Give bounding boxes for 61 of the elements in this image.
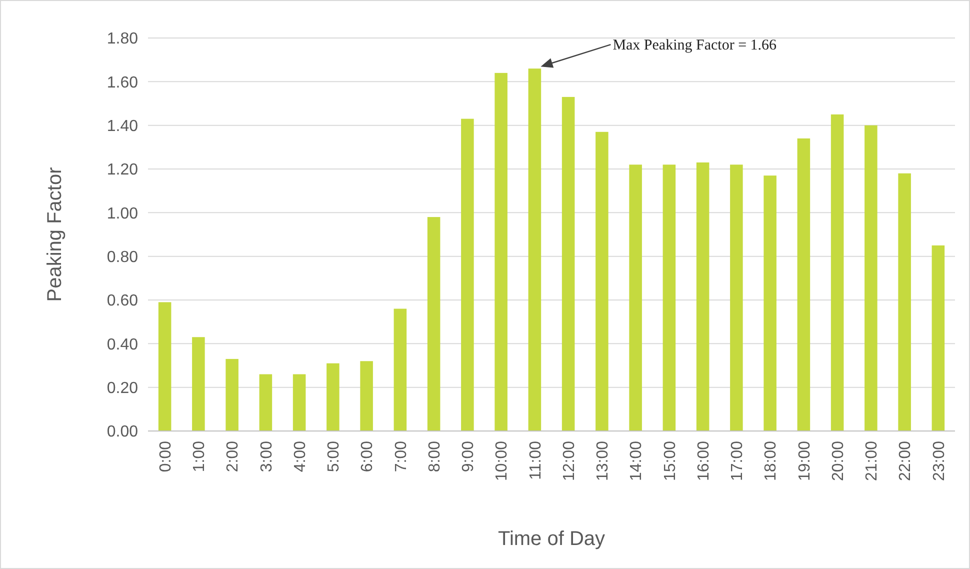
bar — [596, 132, 608, 431]
bar — [326, 363, 340, 431]
y-tick-label: 1.20 — [106, 162, 138, 179]
bar — [864, 125, 878, 431]
bar — [797, 138, 810, 431]
y-tick-label: 0.80 — [106, 248, 138, 266]
bar — [226, 358, 238, 431]
bar — [830, 114, 844, 431]
bar — [898, 173, 911, 431]
bar — [528, 68, 542, 431]
x-tick-label: 17:00 — [729, 440, 746, 482]
bar — [427, 217, 440, 431]
bar — [292, 374, 306, 431]
x-tick-label: 10:00 — [494, 440, 511, 482]
bar — [394, 308, 407, 431]
bar — [932, 245, 945, 431]
y-tick-label: 0.60 — [106, 292, 138, 310]
x-tick-label: 2:00 — [224, 440, 242, 472]
bar — [662, 164, 676, 431]
x-tick-label: 20:00 — [830, 440, 847, 482]
x-tick-label: 21:00 — [864, 440, 881, 482]
y-axis-title: Peaking Factor — [44, 166, 66, 302]
annotation: Max Peaking Factor = 1.66 — [612, 38, 778, 54]
y-tick-label: 1.80 — [106, 30, 138, 48]
x-tick-label: 9:00 — [460, 440, 478, 472]
y-tick-label: 1.00 — [106, 205, 138, 222]
bar — [696, 162, 710, 431]
x-tick-label: 7:00 — [392, 440, 410, 472]
bar — [259, 374, 272, 431]
y-tick-label: 0.00 — [106, 424, 138, 441]
x-tick-label: 13:00 — [594, 440, 612, 482]
bar — [730, 164, 743, 431]
y-tick-label: 0.20 — [106, 380, 138, 397]
x-tick-label: 6:00 — [359, 440, 376, 472]
bar — [158, 302, 172, 431]
x-tick-label: 18:00 — [762, 440, 780, 482]
x-tick-label: 14:00 — [628, 440, 646, 482]
y-tick-label: 1.40 — [106, 118, 138, 135]
bar — [461, 118, 474, 431]
x-tick-label: 5:00 — [326, 440, 343, 472]
x-tick-label: 0:00 — [157, 440, 174, 472]
bar — [629, 164, 642, 431]
y-tick-label: 0.40 — [106, 336, 138, 354]
x-tick-label: 22:00 — [897, 440, 914, 482]
x-tick-label: 16:00 — [695, 440, 712, 482]
bar — [192, 337, 205, 431]
bar — [494, 72, 508, 431]
x-tick-label: 11:00 — [527, 440, 544, 480]
x-tick-label: 1:00 — [191, 440, 208, 472]
bar — [360, 361, 373, 431]
y-tick-label: 1.60 — [106, 74, 138, 92]
bar — [764, 176, 776, 431]
x-tick-label: 4:00 — [292, 440, 309, 472]
x-tick-label: 19:00 — [796, 440, 814, 482]
x-tick-label: 12:00 — [560, 440, 578, 482]
x-tick-label: 3:00 — [258, 440, 276, 472]
bar — [562, 96, 575, 431]
x-tick-label: 15:00 — [662, 440, 679, 482]
x-tick-label: 23:00 — [930, 440, 948, 482]
x-tick-label: 8:00 — [426, 440, 444, 472]
x-axis-title: Time of Day — [498, 528, 606, 550]
